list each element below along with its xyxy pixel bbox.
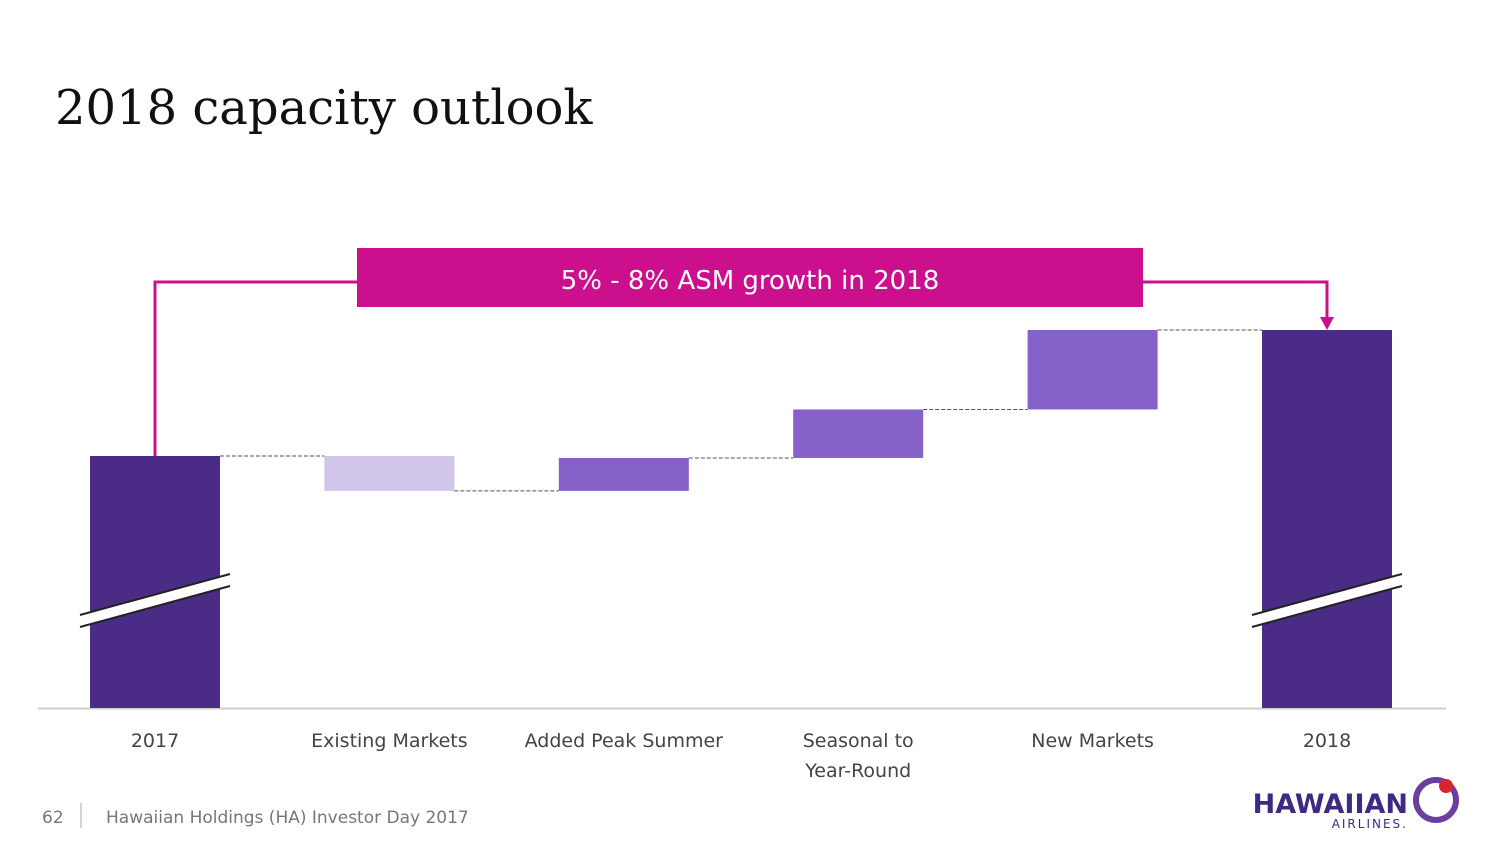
x-tick-label: Seasonal to Year-Round <box>803 730 914 782</box>
annotation: 5% - 8% ASM growth in 2018 <box>561 266 940 296</box>
axis-break <box>80 574 230 627</box>
change-bar <box>324 456 455 491</box>
axis-break <box>1252 574 1402 627</box>
footer-text: Hawaiian Holdings (HA) Investor Day 2017 <box>106 808 469 828</box>
change-bar <box>558 457 689 491</box>
x-tick-label: Added Peak Summer <box>525 730 724 752</box>
logo-name: HAWAIIAN <box>1253 789 1408 820</box>
x-tick-label: 2017 <box>131 730 179 752</box>
total-bar <box>1262 330 1392 708</box>
page-number: 62 <box>42 808 64 828</box>
change-bar <box>793 409 924 458</box>
logo-flower <box>1439 779 1453 793</box>
axis-break-edge <box>79 585 231 628</box>
logo-icon <box>1413 777 1459 823</box>
axis-break-edge <box>79 573 231 616</box>
axis-break-edge <box>1251 585 1403 628</box>
chart-title: 2018 capacity outlook <box>55 80 593 136</box>
x-tick-label: 2018 <box>1303 730 1351 752</box>
bracket <box>153 280 357 456</box>
arrow-head <box>1320 317 1334 330</box>
axis-break-edge <box>1251 573 1403 616</box>
annotation-box <box>357 248 1143 307</box>
x-tick-label: Existing Markets <box>311 730 468 752</box>
logo-sub: AIRLINES. <box>1332 817 1408 831</box>
bracket <box>1143 280 1329 320</box>
x-tick-label: New Markets <box>1031 730 1154 752</box>
change-bar <box>1027 330 1158 410</box>
